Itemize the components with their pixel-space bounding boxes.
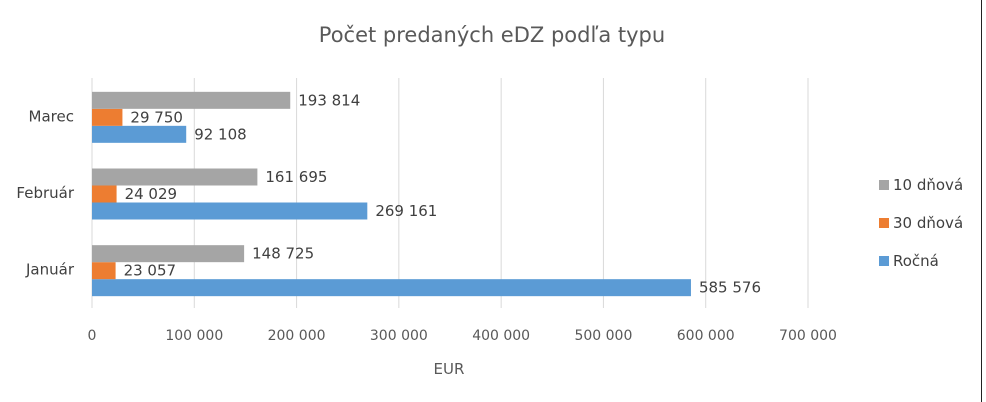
x-tick-label: 500 000 (574, 328, 632, 344)
data-labels: 585 576 23 057 148 725 269 161 24 029 161 695… (124, 91, 761, 296)
bar (92, 245, 245, 263)
bar (92, 185, 117, 203)
bar (92, 125, 187, 143)
x-axis-title: EUR (434, 360, 465, 378)
legend: 10 dňová 30 dňová Ročná (879, 176, 963, 270)
data-label: 193 814 (298, 91, 360, 109)
data-label: 161 695 (265, 168, 327, 186)
bars (92, 91, 691, 297)
category-label: Marec (29, 107, 74, 125)
bar (92, 168, 258, 186)
gridlines (91, 78, 809, 308)
data-label: 585 576 (699, 279, 761, 297)
legend-swatch (879, 218, 889, 228)
category-label: Február (16, 184, 74, 202)
legend-swatch (879, 180, 889, 190)
data-label: 23 057 (124, 262, 177, 280)
x-tick-label: 700 000 (779, 328, 837, 344)
legend-label: 10 dňová (893, 176, 963, 194)
data-label: 92 108 (194, 125, 247, 143)
category-label: Január (25, 261, 75, 279)
data-label: 24 029 (125, 185, 178, 203)
legend-label: Ročná (893, 252, 939, 270)
data-label: 148 725 (252, 245, 314, 263)
x-tick-label: 600 000 (677, 328, 735, 344)
bar (92, 108, 123, 126)
x-tick-label: 400 000 (472, 328, 530, 344)
bar (92, 262, 116, 280)
legend-swatch (879, 256, 889, 266)
bar (92, 202, 368, 220)
category-labels: Január Február Marec (16, 107, 74, 278)
x-tick-labels: 0 100 000 200 000 300 000 400 000 500 000 600 … (88, 328, 837, 344)
bar (92, 279, 691, 297)
window-edge (981, 0, 982, 402)
legend-label: 30 dňová (893, 214, 963, 232)
data-label: 269 161 (375, 202, 437, 220)
x-tick-label: 200 000 (268, 328, 326, 344)
x-tick-label: 0 (88, 328, 97, 344)
bar (92, 91, 291, 109)
data-label: 29 750 (130, 108, 183, 126)
x-tick-label: 100 000 (165, 328, 223, 344)
chart-title: Počet predaných eDZ podľa typu (319, 23, 665, 47)
x-tick-label: 300 000 (370, 328, 428, 344)
